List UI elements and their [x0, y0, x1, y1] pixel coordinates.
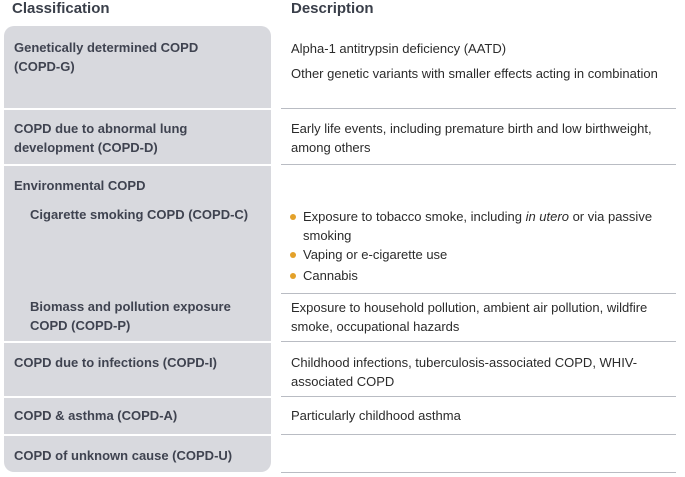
- description-copd-a: Particularly childhood asthma: [291, 408, 461, 423]
- bullet-dot: [290, 214, 296, 220]
- classification-line: COPD due to abnormal lung: [14, 121, 188, 136]
- description-copd-c-bullet-2: Vaping or e-cigarette use: [303, 247, 448, 262]
- description-copd-i: Childhood infections, tuberculosis-assoc…: [291, 355, 638, 389]
- row-divider: [281, 293, 676, 294]
- classification-copd-g: Genetically determined COPD (COPD-G): [14, 38, 198, 76]
- classification-environmental: Environmental COPD: [14, 178, 146, 193]
- classification-line: Biomass and pollution exposure: [30, 299, 231, 314]
- classification-copd-p: Biomass and pollution exposure COPD (COP…: [30, 297, 231, 335]
- classification-copd-u: COPD of unknown cause (COPD-U): [14, 448, 233, 463]
- classification-copd-c: Cigarette smoking COPD (COPD-C): [30, 207, 249, 222]
- classification-line: COPD (COPD-P): [30, 318, 131, 333]
- row-divider: [281, 434, 676, 435]
- description-copd-c-bullet-3: Cannabis: [303, 268, 358, 283]
- description-copd-g-1: Alpha-1 antitrypsin deficiency (AATD): [291, 41, 507, 56]
- bullet-dot: [290, 252, 296, 258]
- row-divider: [281, 108, 676, 109]
- description-copd-g-2: Other genetic variants with smaller effe…: [291, 66, 658, 81]
- row-divider: [4, 341, 271, 343]
- row-divider: [4, 434, 271, 436]
- classification-line: Genetically determined COPD: [14, 40, 199, 55]
- row-divider: [4, 108, 271, 110]
- row-divider: [4, 396, 271, 398]
- column-header-classification: Classification: [12, 0, 110, 17]
- classification-line: (COPD-G): [14, 59, 75, 74]
- column-header-description: Description: [291, 0, 374, 17]
- classification-copd-a: COPD & asthma (COPD-A): [14, 408, 178, 423]
- row-divider: [4, 164, 271, 166]
- classification-copd-d: COPD due to abnormal lung development (C…: [14, 119, 187, 157]
- row-divider: [281, 472, 676, 473]
- description-copd-d: Early life events, including premature b…: [291, 121, 652, 155]
- classification-line: development (COPD-D): [14, 140, 158, 155]
- description-copd-p: Exposure to household pollution, ambient…: [291, 300, 648, 334]
- classification-copd-i: COPD due to infections (COPD-I): [14, 355, 217, 370]
- bullet-dot: [290, 273, 296, 279]
- row-divider: [281, 396, 676, 397]
- description-copd-c-bullet-1: Exposure to tobacco smoke, including in …: [303, 209, 653, 243]
- row-divider: [281, 164, 676, 165]
- row-divider: [281, 341, 676, 342]
